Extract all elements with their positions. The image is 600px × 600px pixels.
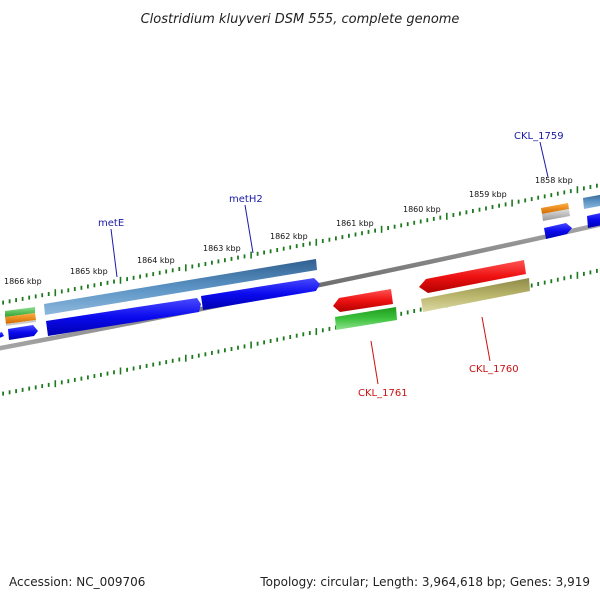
gene-feature[interactable] [421, 278, 530, 312]
gene-label-mete[interactable]: metE [98, 218, 124, 229]
forward-strand-features [0, 193, 600, 340]
scale-labels: 1858 kbp 1859 kbp 1860 kbp 1861 kbp 1862… [4, 176, 573, 286]
cds-arrow[interactable] [8, 325, 38, 340]
genome-summary-text: Topology: circular; Length: 3,964,618 bp… [260, 575, 590, 589]
gene-feature[interactable] [542, 209, 570, 221]
scale-label: 1861 kbp [336, 219, 374, 228]
gene-feature[interactable] [335, 307, 397, 330]
scale-label: 1859 kbp [469, 190, 507, 199]
scale-label: 1862 kbp [270, 232, 308, 241]
scale-label: 1865 kbp [70, 267, 108, 276]
gene-label-ckl-1760[interactable]: CKL_1760 [469, 364, 519, 375]
gene-labels: metE metH2 CKL_1759 CKL_1761 CKL_1760 [98, 131, 564, 399]
gene-label-ckl-1759[interactable]: CKL_1759 [514, 131, 564, 142]
gene-label-meth2[interactable]: metH2 [229, 194, 263, 205]
cds-arrow[interactable] [201, 278, 320, 310]
cds-arrow[interactable] [0, 332, 4, 340]
cds-arrow[interactable] [587, 211, 600, 228]
cds-arrow[interactable] [46, 298, 201, 336]
callout-line [481, 316, 491, 362]
scale-ticks-outer [2, 183, 598, 305]
scale-label: 1858 kbp [535, 176, 573, 185]
reverse-strand-features [333, 260, 530, 330]
cds-arrow[interactable] [544, 223, 572, 239]
scale-label: 1860 kbp [403, 205, 441, 214]
gene-feature[interactable] [6, 320, 36, 326]
cds-arrow[interactable] [419, 260, 526, 293]
gene-label-ckl-1761[interactable]: CKL_1761 [358, 388, 408, 399]
callout-line [110, 228, 118, 278]
callout-line [539, 141, 549, 178]
gene-feature[interactable] [583, 193, 600, 209]
accession-text: Accession: NC_009706 [9, 575, 146, 589]
cds-arrow[interactable] [333, 289, 393, 312]
gene-feature[interactable] [5, 313, 36, 324]
map-title: Clostridium kluyveri DSM 555, complete g… [141, 12, 460, 27]
callout-line [370, 340, 379, 385]
callout-line [244, 204, 254, 254]
gene-feature[interactable] [541, 203, 569, 214]
gene-feature[interactable] [44, 259, 317, 315]
scale-label: 1863 kbp [203, 244, 241, 253]
gene-feature[interactable] [5, 307, 35, 317]
scale-label: 1866 kbp [4, 277, 42, 286]
scale-label: 1864 kbp [137, 256, 175, 265]
